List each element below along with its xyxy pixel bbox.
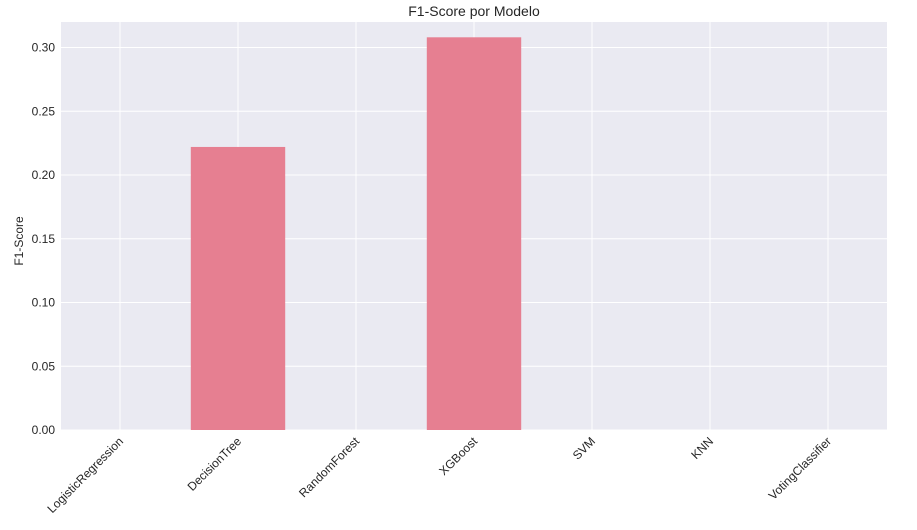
bar-decisiontree xyxy=(190,146,286,430)
y-tick-label: 0.15 xyxy=(32,232,56,246)
x-tick-label: RandomForest xyxy=(296,434,362,500)
chart-title: F1-Score por Modelo xyxy=(408,3,540,19)
bar-xgboost xyxy=(426,37,522,431)
x-axis-ticks: LogisticRegression DecisionTree RandomFore… xyxy=(45,434,835,516)
y-tick-label: 0.25 xyxy=(32,104,56,118)
x-tick-label: XGBoost xyxy=(436,434,480,478)
y-tick-label: 0.10 xyxy=(32,296,56,310)
y-tick-label: 0.30 xyxy=(32,41,56,55)
x-tick-label: LogisticRegression xyxy=(45,434,127,516)
y-axis-ticks: 0.00 0.05 0.10 0.15 0.20 0.25 0.30 xyxy=(32,41,56,438)
x-tick-label: DecisionTree xyxy=(185,434,245,494)
x-tick-label: KNN xyxy=(688,434,716,462)
y-tick-label: 0.05 xyxy=(32,359,56,373)
x-tick-label: VotingClassifier xyxy=(766,434,834,502)
x-tick-label: SVM xyxy=(570,434,598,462)
y-tick-label: 0.00 xyxy=(32,423,56,437)
y-tick-label: 0.20 xyxy=(32,168,56,182)
bars xyxy=(190,37,522,431)
